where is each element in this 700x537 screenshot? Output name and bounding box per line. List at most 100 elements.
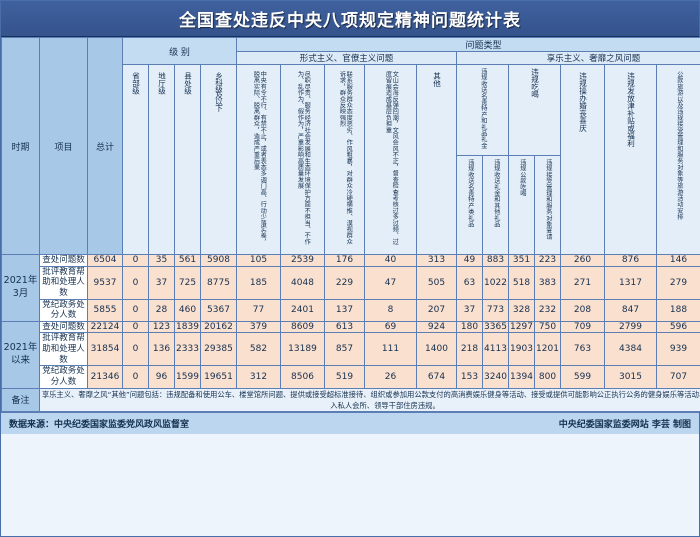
data-cell: 8506 [280, 365, 325, 389]
data-cell: 1201 [534, 332, 561, 367]
data-cell: 924 [416, 320, 457, 334]
data-cell: 123 [148, 320, 175, 334]
header-row-subcolumns: 省部级 地厅级 县处级 乡科级及以下 中央有令不行、有禁不止，或者表态多调门高、… [2, 64, 700, 255]
header-period: 时期 [1, 37, 40, 255]
data-cell: 6504 [87, 254, 123, 267]
data-cell: 613 [324, 320, 365, 334]
header-hedonism-group-dining: 违规吃喝 [508, 64, 561, 156]
data-cell: 37 [148, 265, 175, 300]
row-item-label: 查处问题数 [39, 254, 88, 267]
header-hedonism-banquet-acceptance: 违规接受管理和服务对象宴请 [534, 155, 561, 255]
data-cell: 582 [236, 332, 281, 367]
header-level-group: 级 别 [122, 37, 237, 65]
table-row: 2021年3月 查处问题数 6504 0 35 561 5908 105 2539 176 40 31… [1, 254, 700, 322]
data-cell: 22124 [87, 320, 123, 334]
data-cell: 599 [560, 365, 605, 389]
header-hedonism-cash-gifts: 违规收送礼金和其他礼品 [482, 155, 509, 255]
data-cell: 1297 [508, 320, 535, 334]
data-cell: 561 [174, 254, 201, 267]
header-group-hedonism: 享乐主义、奢靡之风问题 [455, 51, 700, 65]
data-cell: 146 [656, 254, 700, 267]
note-text: 享乐主义、奢靡之风“其他”问题包括：违规配备和使用公车、楼堂馆所问题、提供或接受… [38, 387, 700, 413]
data-cell: 5855 [87, 298, 123, 322]
header-group-formalism: 形式主义、官僚主义问题 [236, 51, 457, 65]
table-row: 批评教育帮助和处理人数 9537 0 37 725 8775 185 4048 229 47 505… [2, 265, 700, 300]
header-hedonism-public-funds-dining: 违规公款吃喝 [508, 155, 535, 255]
data-cell: 313 [416, 254, 457, 267]
data-cell: 229 [324, 265, 365, 300]
data-cell: 1400 [416, 332, 457, 367]
data-cell: 383 [534, 265, 561, 300]
data-cell: 218 [456, 332, 483, 367]
page-title-bar: 全国查处违反中央八项规定精神问题统计表 [1, 1, 699, 37]
data-cell: 800 [534, 365, 561, 389]
data-cell: 2539 [280, 254, 325, 267]
header-formalism-other: 其他 [416, 64, 457, 255]
data-cell: 105 [236, 254, 281, 267]
header-formalism-col-2: 尽职尽责、服务经济社会发展和生态环境保护方面不担当、不作为、乱作为、假作为，严重… [280, 64, 325, 255]
data-cell: 1022 [482, 265, 509, 300]
data-cell: 153 [456, 365, 483, 389]
data-cell: 47 [364, 265, 417, 300]
data-cell: 876 [604, 254, 657, 267]
data-cell: 96 [148, 365, 175, 389]
data-cell: 328 [508, 298, 535, 322]
data-cell: 26 [364, 365, 417, 389]
data-cell: 1394 [508, 365, 535, 389]
header-level-xiang-ke: 乡科级及以下 [200, 64, 237, 255]
data-cell: 176 [324, 254, 365, 267]
header-level-xian-chu: 县处级 [174, 64, 201, 255]
data-cell: 49 [456, 254, 483, 267]
data-cell: 2401 [280, 298, 325, 322]
data-cell: 2799 [604, 320, 657, 334]
header-hedonism-weddings: 违规操办婚丧喜庆 [560, 64, 605, 255]
header-row-groups: 形式主义、官僚主义问题 享乐主义、奢靡之风问题 [2, 51, 700, 65]
table-row: 党纪政务处分人数 5855 0 28 460 5367 77 2401 137 8 207 37 773… [2, 298, 700, 322]
note-row: 备注 享乐主义、奢靡之风“其他”问题包括：违规配备和使用公车、楼堂馆所问题、提供… [1, 387, 700, 413]
data-cell: 0 [122, 320, 149, 334]
data-cell: 19651 [200, 365, 237, 389]
table-row: 党纪政务处分人数 21346 0 96 1599 19651 312 8506 519 26 674… [2, 365, 700, 389]
data-cell: 3240 [482, 365, 509, 389]
data-cell: 63 [456, 265, 483, 300]
header-hedonism-travel: 公款旅游以及违规接受管理和服务对象等旅游活动安排 [656, 64, 700, 255]
data-source: 数据来源：中央纪委国家监委党风政风监督室 [9, 420, 190, 431]
data-cell: 519 [324, 365, 365, 389]
data-cell: 518 [508, 265, 535, 300]
data-cell: 505 [416, 265, 457, 300]
source-bar: 数据来源：中央纪委国家监委党风政风监督室 中央纪委国家监委网站 李芸 制图 [1, 412, 699, 435]
header-formalism-col-3: 联系服务群众态度恶劣、作风粗暴，对群众冷硬横推、漠视群众诉求，群众反映强烈 [324, 64, 365, 255]
data-cell: 939 [656, 332, 700, 367]
data-cell: 857 [324, 332, 365, 367]
data-cell: 883 [482, 254, 509, 267]
data-cell: 31854 [87, 332, 123, 367]
data-cell: 40 [364, 254, 417, 267]
period-label: 2021年以来 [1, 320, 40, 389]
header-hedonism-allowances: 违规发放津补贴或福利 [604, 64, 657, 255]
data-cell: 4048 [280, 265, 325, 300]
data-cell: 20162 [200, 320, 237, 334]
data-cell: 1839 [174, 320, 201, 334]
data-cell: 223 [534, 254, 561, 267]
row-item-label: 批评教育帮助和处理人数 [39, 265, 88, 300]
data-cell: 185 [236, 265, 281, 300]
data-cell: 271 [560, 265, 605, 300]
data-cell: 3015 [604, 365, 657, 389]
data-cell: 13189 [280, 332, 325, 367]
data-cell: 709 [560, 320, 605, 334]
header-problem-type: 问题类型 [235, 37, 700, 52]
data-cell: 260 [560, 254, 605, 267]
data-cell: 773 [482, 298, 509, 322]
header-level-di-ting: 地厅级 [148, 64, 175, 255]
data-cell: 232 [534, 298, 561, 322]
data-cell: 5367 [200, 298, 237, 322]
data-cell: 0 [122, 365, 149, 389]
data-cell: 2333 [174, 332, 201, 367]
data-cell: 208 [560, 298, 605, 322]
header-hedonism-group-gifts: 违规收送名贵特产和礼品礼金 [456, 64, 509, 156]
header-item: 项目 [39, 37, 88, 255]
data-cell: 279 [656, 265, 700, 300]
table-row: 批评教育帮助和处理人数 31854 0 136 2333 29385 582 13189 857… [2, 332, 700, 367]
data-cell: 725 [174, 265, 201, 300]
